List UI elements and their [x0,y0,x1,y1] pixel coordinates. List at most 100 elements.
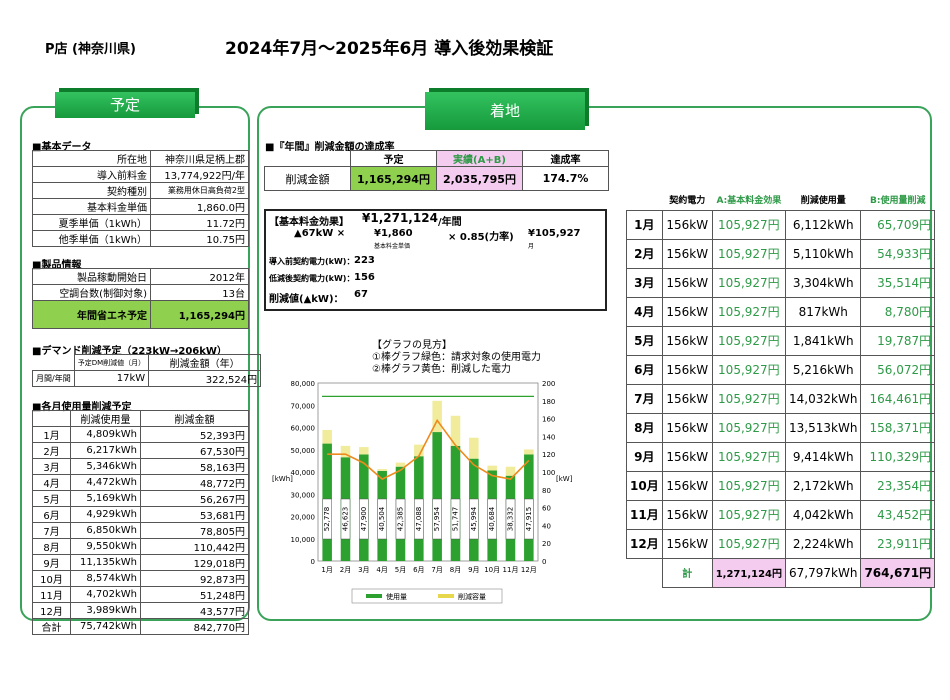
basic-row: 基本料金単価 1,860.0円 [32,198,249,215]
actual-row: 5月 156kW 105,927円 1,841kWh 19,787円 [626,325,936,356]
legend-reduction-label: 削減容量 [458,592,486,601]
reduction-bar [487,465,497,471]
plan-month: 6月 [32,506,71,523]
ach-head-rate: 達成率 [522,150,609,167]
plan-usage: 6,850kWh [70,522,141,539]
x-tick-label: 6月 [413,566,424,574]
x-tick-label: 9月 [468,566,479,574]
plan-month: 11月 [32,586,71,603]
plan-month: 5月 [32,490,71,507]
actual-month: 11月 [626,499,663,530]
effect-calc-unit: ¥1,860 [374,228,413,239]
actual-total-label: 計 [661,557,713,588]
actual-month: 9月 [626,441,663,472]
y-axis-label: [kWh] [272,475,293,483]
effect-calc-month-sub: 月 [528,243,535,250]
x-tick-label: 2月 [340,566,351,574]
actual-a: 105,927円 [711,412,787,443]
y2-tick-label: 80 [542,487,551,495]
actual-b: 56,072円 [860,354,936,385]
chart-guide-line2: ②棒グラフ黄色：削減した電力 [372,364,511,375]
actual-month: 7月 [626,383,663,414]
basic-value: 11.72円 [150,214,249,231]
plan-usage: 4,929kWh [70,506,141,523]
basic-row: 夏季単価（1kWh） 11.72円 [32,214,249,231]
annual-saving-value: 1,165,294円 [150,300,249,329]
plan-total-amount: 842,770円 [140,618,249,635]
plan-amount: 56,267円 [140,490,249,507]
actual-b: 158,371円 [860,412,936,443]
y-tick-label: 10,000 [291,536,316,544]
ach-row-label: 削減金額 [264,166,351,191]
actual-b: 110,329円 [860,441,936,472]
basic-data-heading: ■基本データ [32,142,92,153]
bar-value-label: 42,385 [397,507,405,532]
actual-kw: 156kW [661,441,713,472]
plan-amount: 58,163円 [140,458,249,475]
bar-label-box [414,498,424,540]
x-tick-label: 8月 [450,566,461,574]
plan-usage: 5,169kWh [70,490,141,507]
plan-usage: 9,550kWh [70,538,141,555]
y-tick-label: 40,000 [291,469,316,477]
y2-tick-label: 100 [542,469,555,477]
basic-fee-effect-box: 【基本料金効果】 ¥1,271,124 /年間 ▲67kW × ¥1,860 基… [264,209,607,311]
actual-usage: 817kWh [785,296,862,327]
bar-value-label: 51,747 [452,507,460,532]
reduction-bar [414,444,424,457]
y-tick-label: 20,000 [291,514,316,522]
actual-a: 105,927円 [711,209,787,240]
plan-month: 9月 [32,554,71,571]
plan-usage: 4,702kWh [70,586,141,603]
ach-rate: 174.7% [522,166,609,191]
plan-usage: 5,346kWh [70,458,141,475]
actual-total-b: 764,671円 [860,557,936,588]
basic-label: 他季単価（1kWh） [32,230,151,247]
actual-head-usage: 削減使用量 [800,196,846,207]
monthly-actual-table: 契約電力 A:基本料金効果 削減使用量 B:使用量削減 1月 156kW 105,9… [626,190,936,588]
bar-label-box [395,498,406,540]
ach-head-actual: 実績(A+B) [436,150,523,167]
effect-before: 223 [354,255,375,266]
product-row: 製品稼動開始日 2012年 [32,268,249,285]
actual-month: 12月 [626,528,663,559]
usage-chart: 0 10,000 20,000 30,000 40,000 50,000 60,000 70,… [272,380,573,604]
bar-label-box [377,498,387,540]
y2-tick-label: 60 [542,505,551,513]
actual-a: 105,927円 [711,238,787,269]
product-label: 空調台数(制御対象) [32,284,151,301]
demand-heading: ■デマンド削減予定（223kW→206kW） [32,346,227,357]
actual-a: 105,927円 [711,267,787,298]
actual-kw: 156kW [661,238,713,269]
monthly-plan-heading: ■各月使用量削減予定 [32,402,132,413]
actual-row: 11月 156kW 105,927円 4,042kWh 43,452円 [626,499,936,530]
tab-actual: 着地 [425,92,585,130]
actual-a: 105,927円 [711,383,787,414]
bar-value-label: 40,504 [378,506,386,531]
plan-row: 6月 4,929kWh 53,681円 [32,506,249,523]
x-tick-label: 5月 [395,566,406,574]
x-tick-label: 10月 [484,566,500,574]
effect-before-label: 導入前契約電力(kW)： [269,257,355,266]
basic-label: 導入前料金 [32,166,151,183]
actual-b: 23,354円 [860,470,936,501]
bar-label-box [432,498,442,540]
basic-value: 10.75円 [150,230,249,247]
plan-amount: 52,393円 [140,426,249,443]
plan-month: 2月 [32,442,71,459]
effect-per-year: /年間 [438,217,462,228]
x-tick-label: 4月 [376,566,387,574]
bar-label-box [505,498,516,540]
effect-after-label: 低減後契約電力(kW)： [269,274,355,283]
ach-head-plan: 予定 [350,150,437,167]
effect-reduce-label: 削減値(▲kW)： [269,294,344,305]
effect-title: 【基本料金効果】 [269,217,349,228]
y2-tick-label: 200 [542,380,555,388]
effect-total: ¥1,271,124 [362,211,438,225]
y2-tick-label: 20 [542,540,551,548]
product-value: 13台 [150,284,249,301]
actual-a: 105,927円 [711,354,787,385]
actual-usage: 3,304kWh [785,267,862,298]
basic-data-table: 所在地 神奈川県足柄上郡 導入前料金 13,774,922円/年 契約種別 業務用休日高負… [32,150,249,247]
plan-row: 3月 5,346kWh 58,163円 [32,458,249,475]
